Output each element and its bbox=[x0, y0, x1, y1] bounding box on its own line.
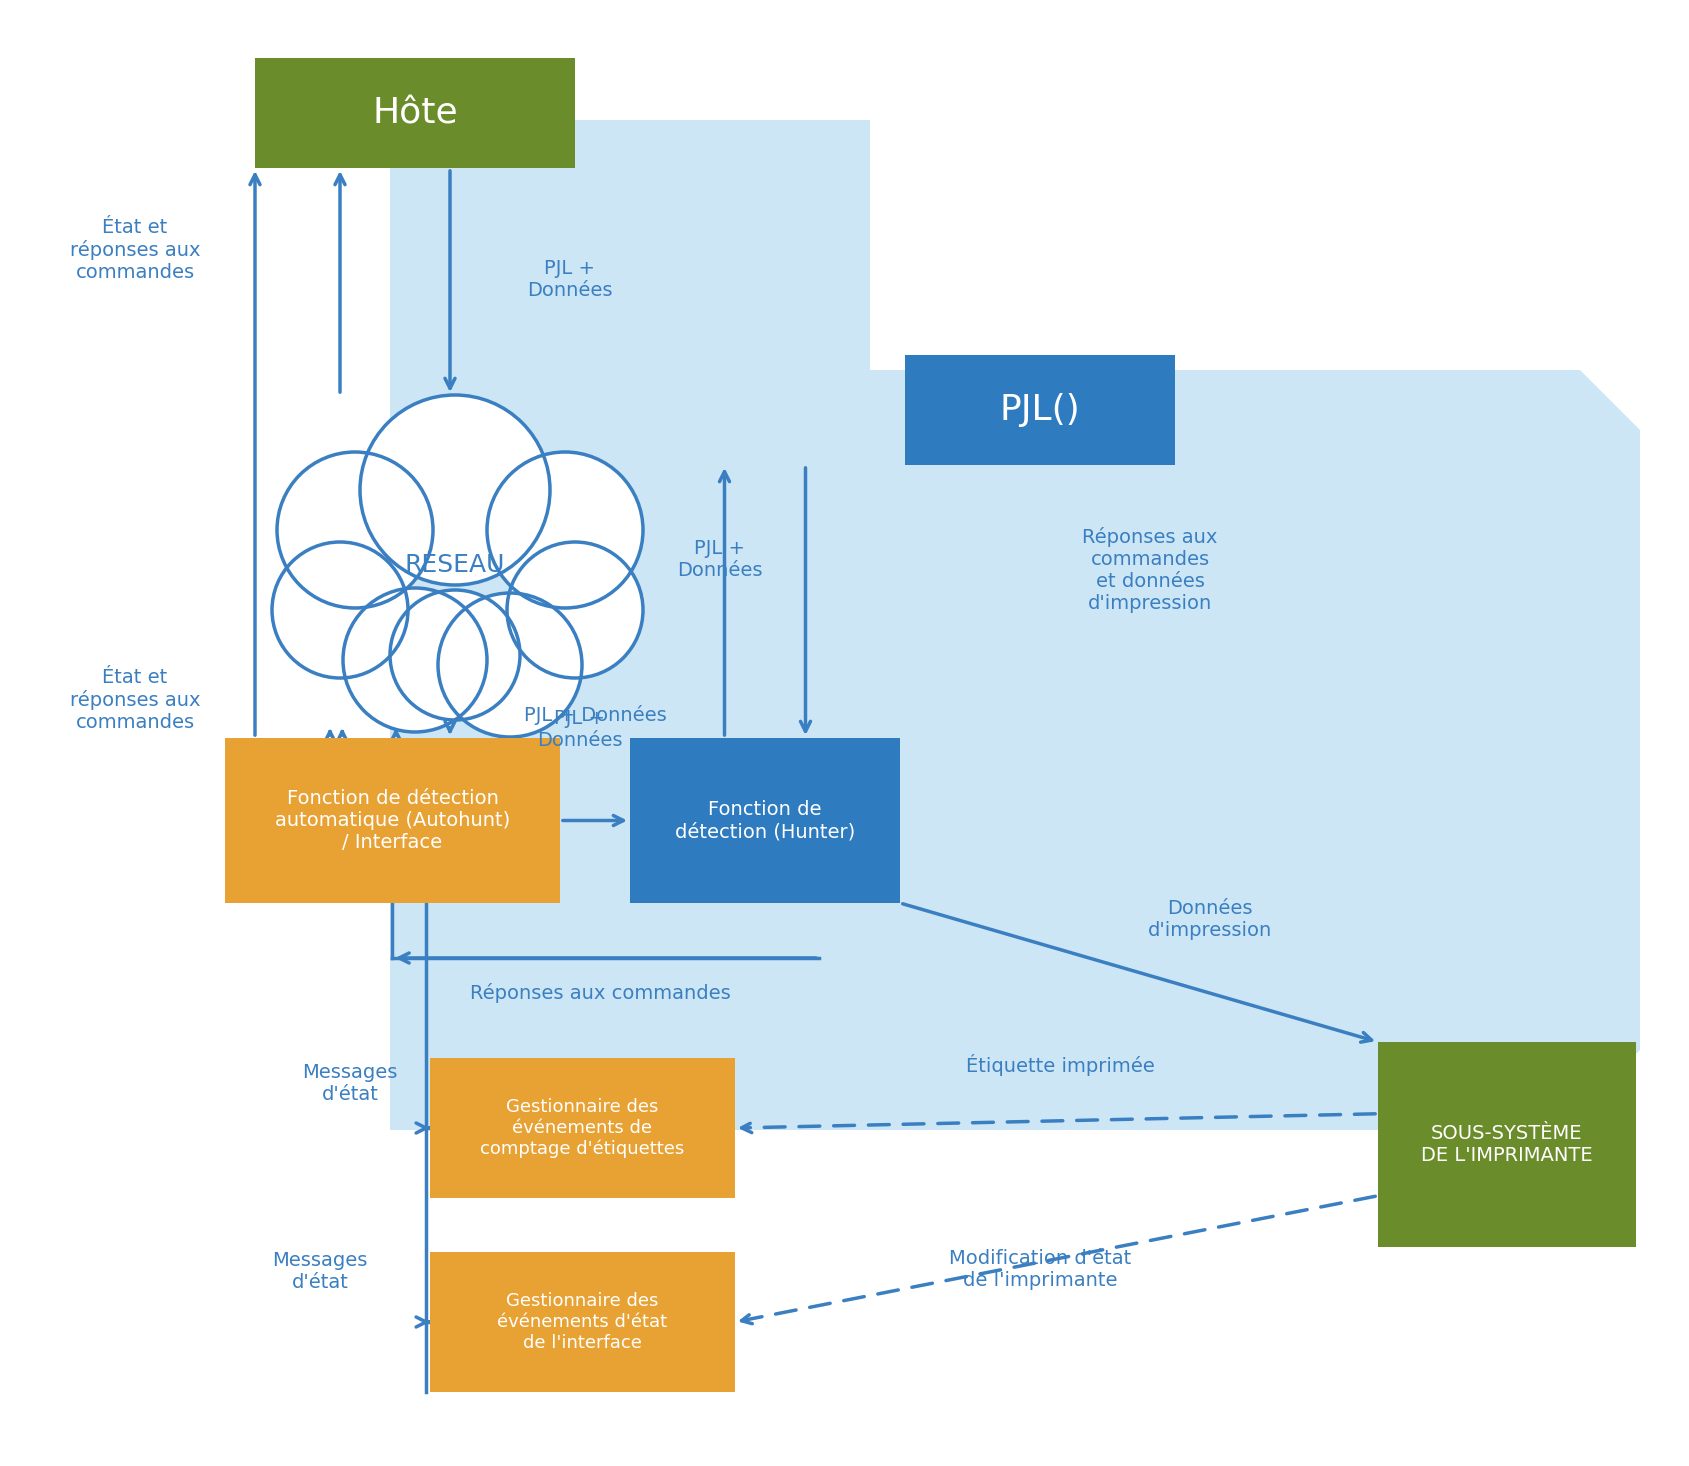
Circle shape bbox=[360, 394, 549, 585]
Text: Étiquette imprimée: Étiquette imprimée bbox=[964, 1054, 1154, 1076]
Text: PJL +
Données: PJL + Données bbox=[527, 259, 613, 301]
Circle shape bbox=[343, 588, 486, 732]
Bar bbox=[1377, 1042, 1635, 1248]
Text: PJL + Données: PJL + Données bbox=[524, 705, 665, 726]
Circle shape bbox=[272, 542, 407, 677]
Text: Messages
d'état: Messages d'état bbox=[272, 1252, 368, 1293]
Text: Fonction de
détection (Hunter): Fonction de détection (Hunter) bbox=[674, 800, 855, 841]
Text: Modification d'état
de l'imprimante: Modification d'état de l'imprimante bbox=[948, 1249, 1130, 1290]
Text: Données
d'impression: Données d'impression bbox=[1147, 900, 1272, 941]
Circle shape bbox=[437, 594, 581, 737]
Text: Fonction de détection
automatique (Autohunt)
/ Interface: Fonction de détection automatique (Autoh… bbox=[275, 789, 510, 852]
Text: SOUS-SYSTÈME
DE L'IMPRIMANTE: SOUS-SYSTÈME DE L'IMPRIMANTE bbox=[1420, 1124, 1591, 1165]
Circle shape bbox=[277, 452, 432, 608]
Bar bbox=[630, 737, 900, 903]
Text: Messages
d'état: Messages d'état bbox=[302, 1063, 397, 1104]
Text: Hôte: Hôte bbox=[372, 95, 458, 130]
Bar bbox=[429, 1058, 735, 1198]
Text: PJL +
Données: PJL + Données bbox=[677, 539, 762, 581]
Polygon shape bbox=[390, 120, 1638, 1130]
Circle shape bbox=[390, 589, 520, 720]
Text: PJL(): PJL() bbox=[998, 393, 1079, 427]
Text: Réponses aux
commandes
et données
d'impression: Réponses aux commandes et données d'impr… bbox=[1081, 526, 1218, 613]
Text: Gestionnaire des
événements de
comptage d'étiquettes: Gestionnaire des événements de comptage … bbox=[480, 1098, 684, 1158]
Text: Gestionnaire des
événements d'état
de l'interface: Gestionnaire des événements d'état de l'… bbox=[497, 1292, 667, 1352]
Circle shape bbox=[507, 542, 642, 677]
Bar bbox=[905, 355, 1174, 465]
Text: Réponses aux commandes: Réponses aux commandes bbox=[470, 984, 730, 1003]
Bar bbox=[429, 1252, 735, 1393]
Text: PJL +
Données: PJL + Données bbox=[537, 710, 622, 751]
Text: RÉSEAU: RÉSEAU bbox=[405, 553, 505, 578]
Text: État et
réponses aux
commandes: État et réponses aux commandes bbox=[69, 218, 199, 281]
Bar bbox=[225, 737, 559, 903]
Circle shape bbox=[486, 452, 642, 608]
Bar bbox=[255, 59, 574, 169]
Text: État et
réponses aux
commandes: État et réponses aux commandes bbox=[69, 668, 199, 732]
